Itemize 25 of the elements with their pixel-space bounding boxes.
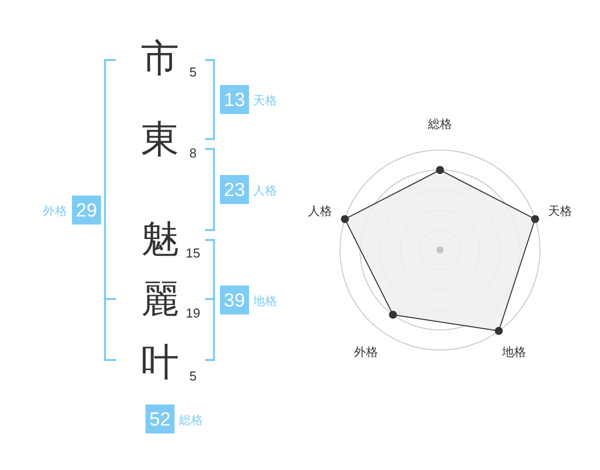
category-label: 外格 bbox=[43, 204, 67, 218]
data-label: 39 bbox=[224, 290, 246, 312]
spoke-label: 天格 bbox=[548, 204, 572, 218]
character: 魅 bbox=[141, 219, 179, 261]
data-label: 5 bbox=[189, 64, 197, 80]
data-label: 5 bbox=[189, 368, 197, 384]
data-label: 15 bbox=[186, 246, 200, 260]
character: 麗 bbox=[141, 279, 179, 321]
data-label: 19 bbox=[186, 306, 200, 320]
character: 東 bbox=[141, 119, 179, 161]
data-label: 29 bbox=[76, 200, 98, 222]
data-label: 23 bbox=[224, 180, 246, 201]
data-label: 8 bbox=[189, 146, 197, 160]
spoke-label: 地格 bbox=[501, 344, 526, 359]
category-label: 天格 bbox=[253, 94, 277, 108]
data-label: 13 bbox=[224, 90, 246, 111]
character: 市 bbox=[141, 38, 179, 80]
category-label: 人格 bbox=[253, 184, 277, 198]
category-label: 総格 bbox=[178, 413, 203, 427]
spoke-label: 外格 bbox=[354, 344, 378, 359]
spoke-label: 人格 bbox=[308, 204, 332, 218]
character: 叶 bbox=[141, 342, 179, 384]
category-label: 地格 bbox=[252, 294, 277, 308]
data-label: 52 bbox=[149, 410, 171, 430]
spoke-label: 総格 bbox=[427, 117, 452, 131]
